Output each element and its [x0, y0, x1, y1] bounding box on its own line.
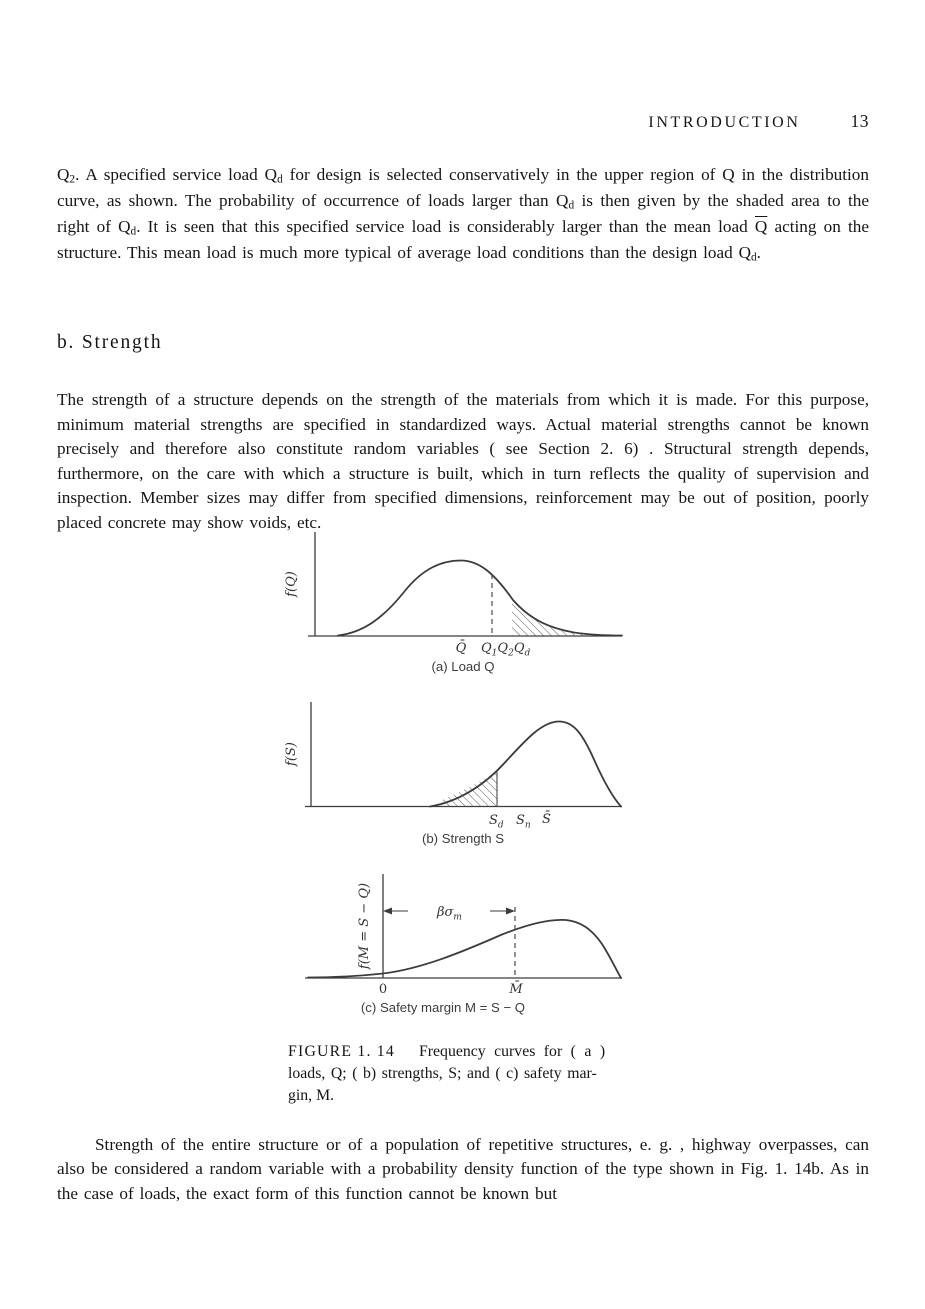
panel-c-density-curve: [307, 918, 622, 979]
panel-c-arrow-right-icon: [506, 907, 515, 915]
figure-caption-line1-text: Frequency curves for ( a ): [419, 1043, 606, 1060]
figure-1-14-frequency-curves: f(Q) Q̄ Q1Q2Qd (a) Load Q f(S) Sd Sn S̄ …: [284, 532, 623, 1015]
panel-b-strength-s: f(S) Sd Sn S̄ (b) Strength S: [284, 702, 622, 846]
panel-b-label-sd: Sd: [489, 813, 504, 831]
panel-b-density-curve: [429, 720, 622, 808]
panel-c-caption: (c) Safety margin M = S − Q: [361, 1000, 525, 1015]
figure-caption: FIGURE 1. 14 Frequency curves for ( a ) …: [288, 1041, 670, 1106]
panel-c-label-mbar: M̄: [508, 981, 523, 997]
figure-caption-line1: FIGURE 1. 14 Frequency curves for ( a ): [288, 1041, 670, 1063]
figure-caption-number: FIGURE 1. 14: [288, 1043, 395, 1060]
paragraph-service-load: Q2. A specified service load Qd for desi…: [57, 165, 869, 264]
panel-b-shaded-tail: [443, 771, 497, 807]
panel-a-shaded-tail: [512, 599, 584, 636]
panel-a-load-q: f(Q) Q̄ Q1Q2Qd (a) Load Q: [284, 532, 623, 674]
panel-b-y-label: f(S): [284, 742, 299, 767]
panel-b-label-sn: Sn: [516, 813, 531, 831]
panel-c-label-zero: 0: [379, 982, 387, 997]
figure-caption-line3: gin, M.: [288, 1086, 335, 1104]
panel-a-label-q1q2qd: Q1Q2Qd: [481, 641, 530, 659]
panel-c-label-beta-sigma: βσm: [436, 905, 462, 923]
paragraph-material-strength: The strength of a structure depends on t…: [57, 390, 869, 532]
panel-a-density-curve: [337, 559, 623, 637]
panel-a-label-qbar: Q̄: [456, 640, 467, 656]
page-number: 13: [850, 111, 869, 131]
running-header: INTRODUCTION 13: [648, 111, 869, 132]
panel-c-arrow-left-icon: [383, 907, 392, 915]
figure-caption-line2: loads, Q; ( b) strengths, S; and ( c) sa…: [288, 1064, 597, 1082]
panel-c-y-label: f(M = S − Q): [357, 883, 372, 970]
panel-a-y-label: f(Q): [284, 571, 299, 598]
section-heading-strength: b. Strength: [57, 332, 163, 353]
paragraph-population-strength: Strength of the entire structure or of a…: [57, 1135, 869, 1203]
panel-a-caption: (a) Load Q: [431, 659, 494, 674]
header-section-title: INTRODUCTION: [648, 114, 801, 131]
panel-b-caption: (b) Strength S: [422, 831, 504, 846]
panel-b-label-sbar: S̄: [542, 811, 551, 827]
panel-c-safety-margin: f(M = S − Q) βσm 0 M̄ (c) Safety margin …: [305, 874, 622, 1015]
